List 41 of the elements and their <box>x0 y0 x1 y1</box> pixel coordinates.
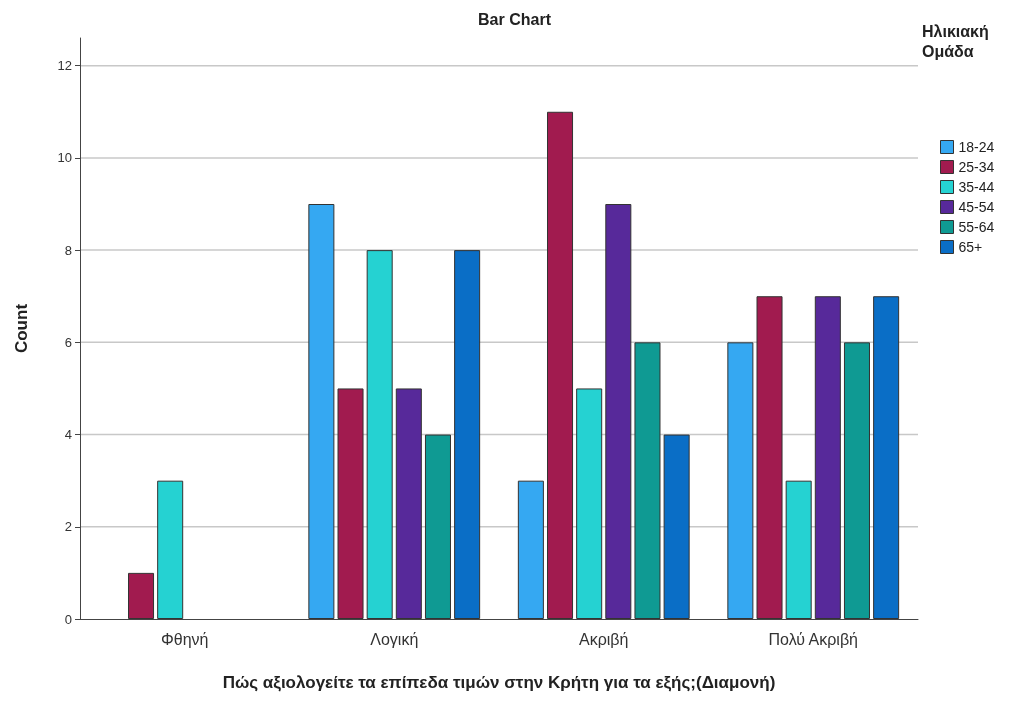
y-axis-title: Count <box>12 303 31 354</box>
x-tick-label: Λογική <box>370 630 419 648</box>
legend-label: 45-54 <box>958 199 995 215</box>
bar <box>785 480 812 619</box>
bar <box>157 480 184 619</box>
y-tick-label: 0 <box>64 611 72 627</box>
bar <box>605 204 632 619</box>
x-axis-title: Πώς αξιολογείτε τα επίπεδα τιμών στην Κρήτη για τα εξής;(Διαμονή) <box>222 673 776 692</box>
bar <box>873 296 900 619</box>
bar <box>843 342 870 619</box>
bar <box>547 111 574 619</box>
legend-label: 35-44 <box>958 179 995 195</box>
legend-label: 65+ <box>958 239 983 255</box>
x-tick-label: Φθηνή <box>161 630 209 648</box>
chart-title: Bar Chart <box>478 10 552 28</box>
y-tick-label: 10 <box>57 150 72 166</box>
bar <box>756 296 783 619</box>
bar <box>308 204 335 619</box>
bar <box>517 480 544 619</box>
bar <box>634 342 661 619</box>
legend-label: 25-34 <box>958 159 995 175</box>
bar <box>663 434 690 619</box>
y-tick-label: 2 <box>64 519 72 535</box>
y-tick-label: 6 <box>64 334 72 350</box>
bar <box>366 250 393 619</box>
bar <box>128 572 155 619</box>
x-tick-label: Ακριβή <box>579 630 629 648</box>
bar <box>395 388 422 619</box>
x-tick-label: Πολύ Ακριβή <box>768 630 859 648</box>
y-tick-label: 4 <box>64 427 72 443</box>
y-tick-label: 8 <box>64 242 72 258</box>
legend-title: Ηλικιακή Ομάδα <box>922 22 989 60</box>
bar <box>454 250 481 619</box>
bar <box>814 296 841 619</box>
bar <box>424 434 451 619</box>
bar <box>337 388 364 619</box>
bar <box>727 342 754 619</box>
legend-label: 55-64 <box>958 219 995 235</box>
y-tick-label: 12 <box>57 58 72 74</box>
legend-label: 18-24 <box>958 139 995 155</box>
bar <box>576 388 603 619</box>
